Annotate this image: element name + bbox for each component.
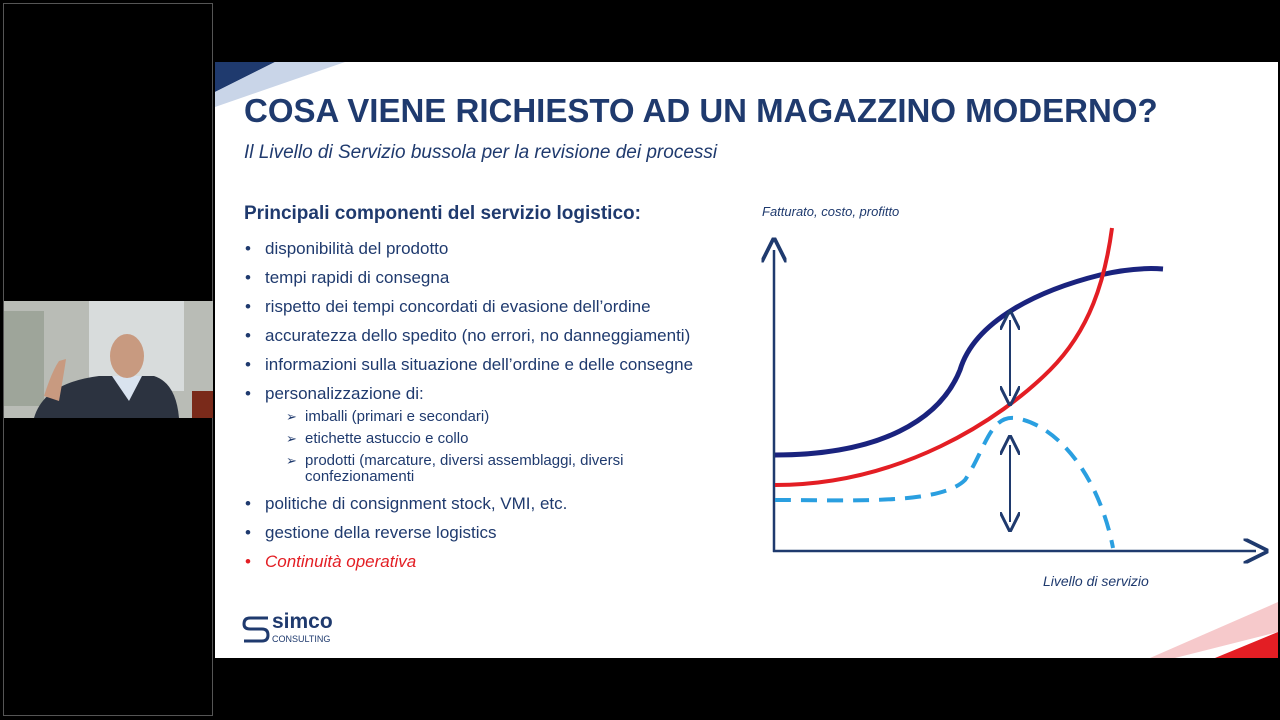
bullet-item: accuratezza dello spedito (no errori, no… (265, 326, 691, 345)
logo-mark (242, 616, 270, 643)
bullet-item: tempi rapidi di consegna (265, 268, 450, 287)
sub-bullet-item: confezionamenti (305, 468, 415, 485)
bullet-marker: ➢ (286, 453, 297, 468)
logo-tagline: CONSULTING (272, 634, 331, 644)
bullet-item: informazioni sulla situazione dell’ordin… (265, 355, 694, 374)
bullet-item: gestione della reverse logistics (265, 523, 497, 542)
sub-bullet-item: imballi (primari e secondari) (305, 408, 490, 425)
y-axis-label: Fatturato, costo, profitto (762, 204, 900, 219)
bullet-marker: • (245, 384, 251, 403)
x-axis-label: Livello di servizio (1043, 573, 1149, 589)
sub-bullet-item: etichette astuccio e collo (305, 430, 469, 447)
bullet-item: personalizzazione di: (265, 384, 424, 403)
webcam (4, 301, 213, 418)
bullet-marker: • (245, 355, 251, 374)
bullet-marker: • (245, 297, 251, 316)
revenue-curve (774, 266, 1164, 458)
bullet-item: disponibilità del prodotto (265, 239, 449, 258)
bullet-item: rispetto dei tempi concordati di evasion… (265, 297, 651, 316)
bullet-marker: ➢ (286, 409, 297, 424)
cost-curve (774, 227, 1114, 487)
slide-subtitle: Il Livello di Servizio bussola per la re… (244, 142, 718, 163)
sub-bullet-item: prodotti (marcature, diversi assemblaggi… (305, 452, 624, 469)
bullet-marker: ➢ (286, 431, 297, 446)
bullet-marker: • (245, 552, 251, 571)
slide-title: COSA VIENE RICHIESTO AD UN MAGAZZINO MOD… (244, 92, 1158, 129)
bullet-marker: • (245, 239, 251, 258)
slide-decoration (215, 62, 1278, 658)
bullet-item: politiche di consignment stock, VMI, etc… (265, 494, 568, 513)
section-heading: Principali componenti del servizio logis… (244, 203, 641, 224)
profit-curve (774, 415, 1115, 549)
bullet-marker: • (245, 523, 251, 542)
bullet-marker: • (245, 326, 251, 345)
logo-name: simco (272, 610, 333, 633)
bullet-marker: • (245, 268, 251, 287)
slide (215, 62, 1278, 658)
bullet-marker: • (245, 494, 251, 513)
highlight-item: Continuità operativa (265, 552, 417, 571)
